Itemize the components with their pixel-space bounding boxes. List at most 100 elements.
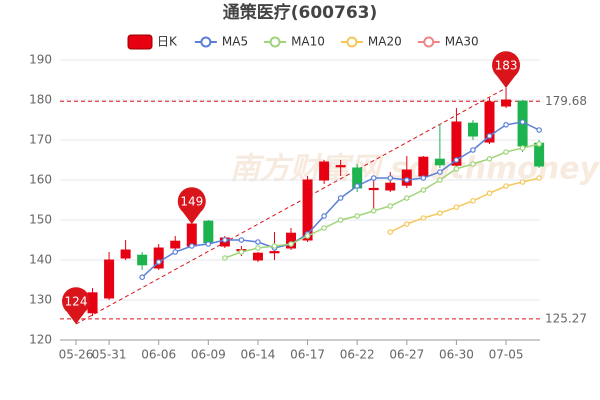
y-tick-label: 190 xyxy=(29,53,52,67)
ma-point xyxy=(536,127,542,133)
ma-point xyxy=(453,166,460,172)
x-tick-label: 06-22 xyxy=(340,348,375,362)
ma-point xyxy=(519,119,526,125)
ma-point xyxy=(453,157,460,163)
candle-body xyxy=(120,249,131,259)
ma-point xyxy=(222,255,228,261)
candle-body xyxy=(335,165,346,168)
ma-point xyxy=(354,183,360,189)
ma-point xyxy=(222,237,228,243)
ma-point xyxy=(403,221,410,227)
ma-point xyxy=(470,198,476,204)
legend-text: MA20 xyxy=(368,35,402,49)
ma-point xyxy=(337,195,344,201)
ma-point xyxy=(486,133,493,139)
ma-point xyxy=(304,233,311,239)
ma-point xyxy=(403,177,410,183)
ma-point xyxy=(486,190,493,197)
ma-point xyxy=(420,187,427,193)
ma-point xyxy=(370,208,377,214)
ma-point xyxy=(321,213,327,219)
pin-label: 149 xyxy=(180,195,203,209)
ref-label: 125.27 xyxy=(545,311,587,325)
ma-point xyxy=(503,183,509,189)
ma-point xyxy=(387,175,394,181)
pin xyxy=(492,51,521,88)
ma-point xyxy=(205,241,212,247)
legend-text: MA5 xyxy=(222,35,248,49)
trend-line xyxy=(75,87,507,325)
x-tick-label: 05-26 xyxy=(59,348,94,362)
pin-label: 183 xyxy=(495,59,518,73)
ma-point xyxy=(403,195,410,201)
ma-point xyxy=(155,259,162,265)
ma-point xyxy=(486,156,493,162)
x-tick-label: 06-30 xyxy=(439,348,474,362)
candle-body xyxy=(186,223,197,247)
ma-point xyxy=(470,161,476,167)
ma-point xyxy=(519,179,526,185)
ma-point xyxy=(470,147,476,153)
candle-body xyxy=(501,99,512,107)
ma-point xyxy=(188,243,195,249)
legend-text: MA10 xyxy=(291,35,325,49)
legend-swatch xyxy=(127,34,153,50)
candle-body xyxy=(302,179,313,241)
ma-point xyxy=(255,239,261,245)
candle-body xyxy=(368,187,379,191)
y-tick-label: 160 xyxy=(29,173,52,187)
x-tick-label: 06-17 xyxy=(290,348,325,362)
x-tick-label: 05-31 xyxy=(92,348,127,362)
watermark: 南方财富网 southmoney xyxy=(230,152,600,187)
legend-dot xyxy=(269,36,281,48)
candle-body xyxy=(451,121,462,166)
candle-body xyxy=(252,252,263,261)
candle-body xyxy=(269,251,280,254)
ma-point xyxy=(238,249,245,255)
ma-point xyxy=(271,243,278,249)
x-tick-label: 06-14 xyxy=(241,348,276,362)
candle-body xyxy=(104,259,115,299)
ma-point xyxy=(536,141,542,147)
candle-body xyxy=(137,254,148,266)
y-tick-label: 120 xyxy=(29,333,52,347)
ma-point xyxy=(519,145,526,151)
ma-line xyxy=(389,177,540,233)
ref-label: 179.68 xyxy=(545,94,587,108)
ma-point xyxy=(437,210,443,217)
ma-point xyxy=(420,175,427,181)
ma-point xyxy=(337,217,344,223)
x-tick-label: 06-09 xyxy=(191,348,226,362)
y-tick-label: 180 xyxy=(29,93,52,107)
candle-body xyxy=(434,158,445,166)
legend-dot xyxy=(346,36,358,48)
x-tick-label: 06-27 xyxy=(389,348,424,362)
ma-point xyxy=(536,175,542,181)
ma-point xyxy=(321,225,327,231)
legend-dot xyxy=(423,36,435,48)
ma-point xyxy=(437,177,443,183)
candle-body xyxy=(484,101,495,143)
y-tick-label: 130 xyxy=(29,293,52,307)
ma-point xyxy=(503,122,509,128)
candle-body xyxy=(418,156,429,177)
x-tick-label: 06-06 xyxy=(141,348,176,362)
candle-body xyxy=(170,240,181,249)
candle-body xyxy=(467,122,478,137)
candle-body xyxy=(153,247,164,269)
ma-point xyxy=(139,274,145,281)
chart-title: 通策医疗(600763) xyxy=(223,2,378,23)
y-tick-label: 150 xyxy=(29,213,52,227)
pin-label: 124 xyxy=(65,295,88,309)
ma-point xyxy=(420,215,427,221)
ma-point xyxy=(288,241,294,247)
ma-point xyxy=(387,229,394,235)
ma-point xyxy=(172,249,179,255)
legend-text: 日K xyxy=(157,35,178,49)
ma-point xyxy=(503,149,509,155)
pin xyxy=(62,287,91,324)
y-tick-label: 170 xyxy=(29,133,52,147)
legend-dot xyxy=(200,36,212,48)
ma-point xyxy=(354,213,360,219)
